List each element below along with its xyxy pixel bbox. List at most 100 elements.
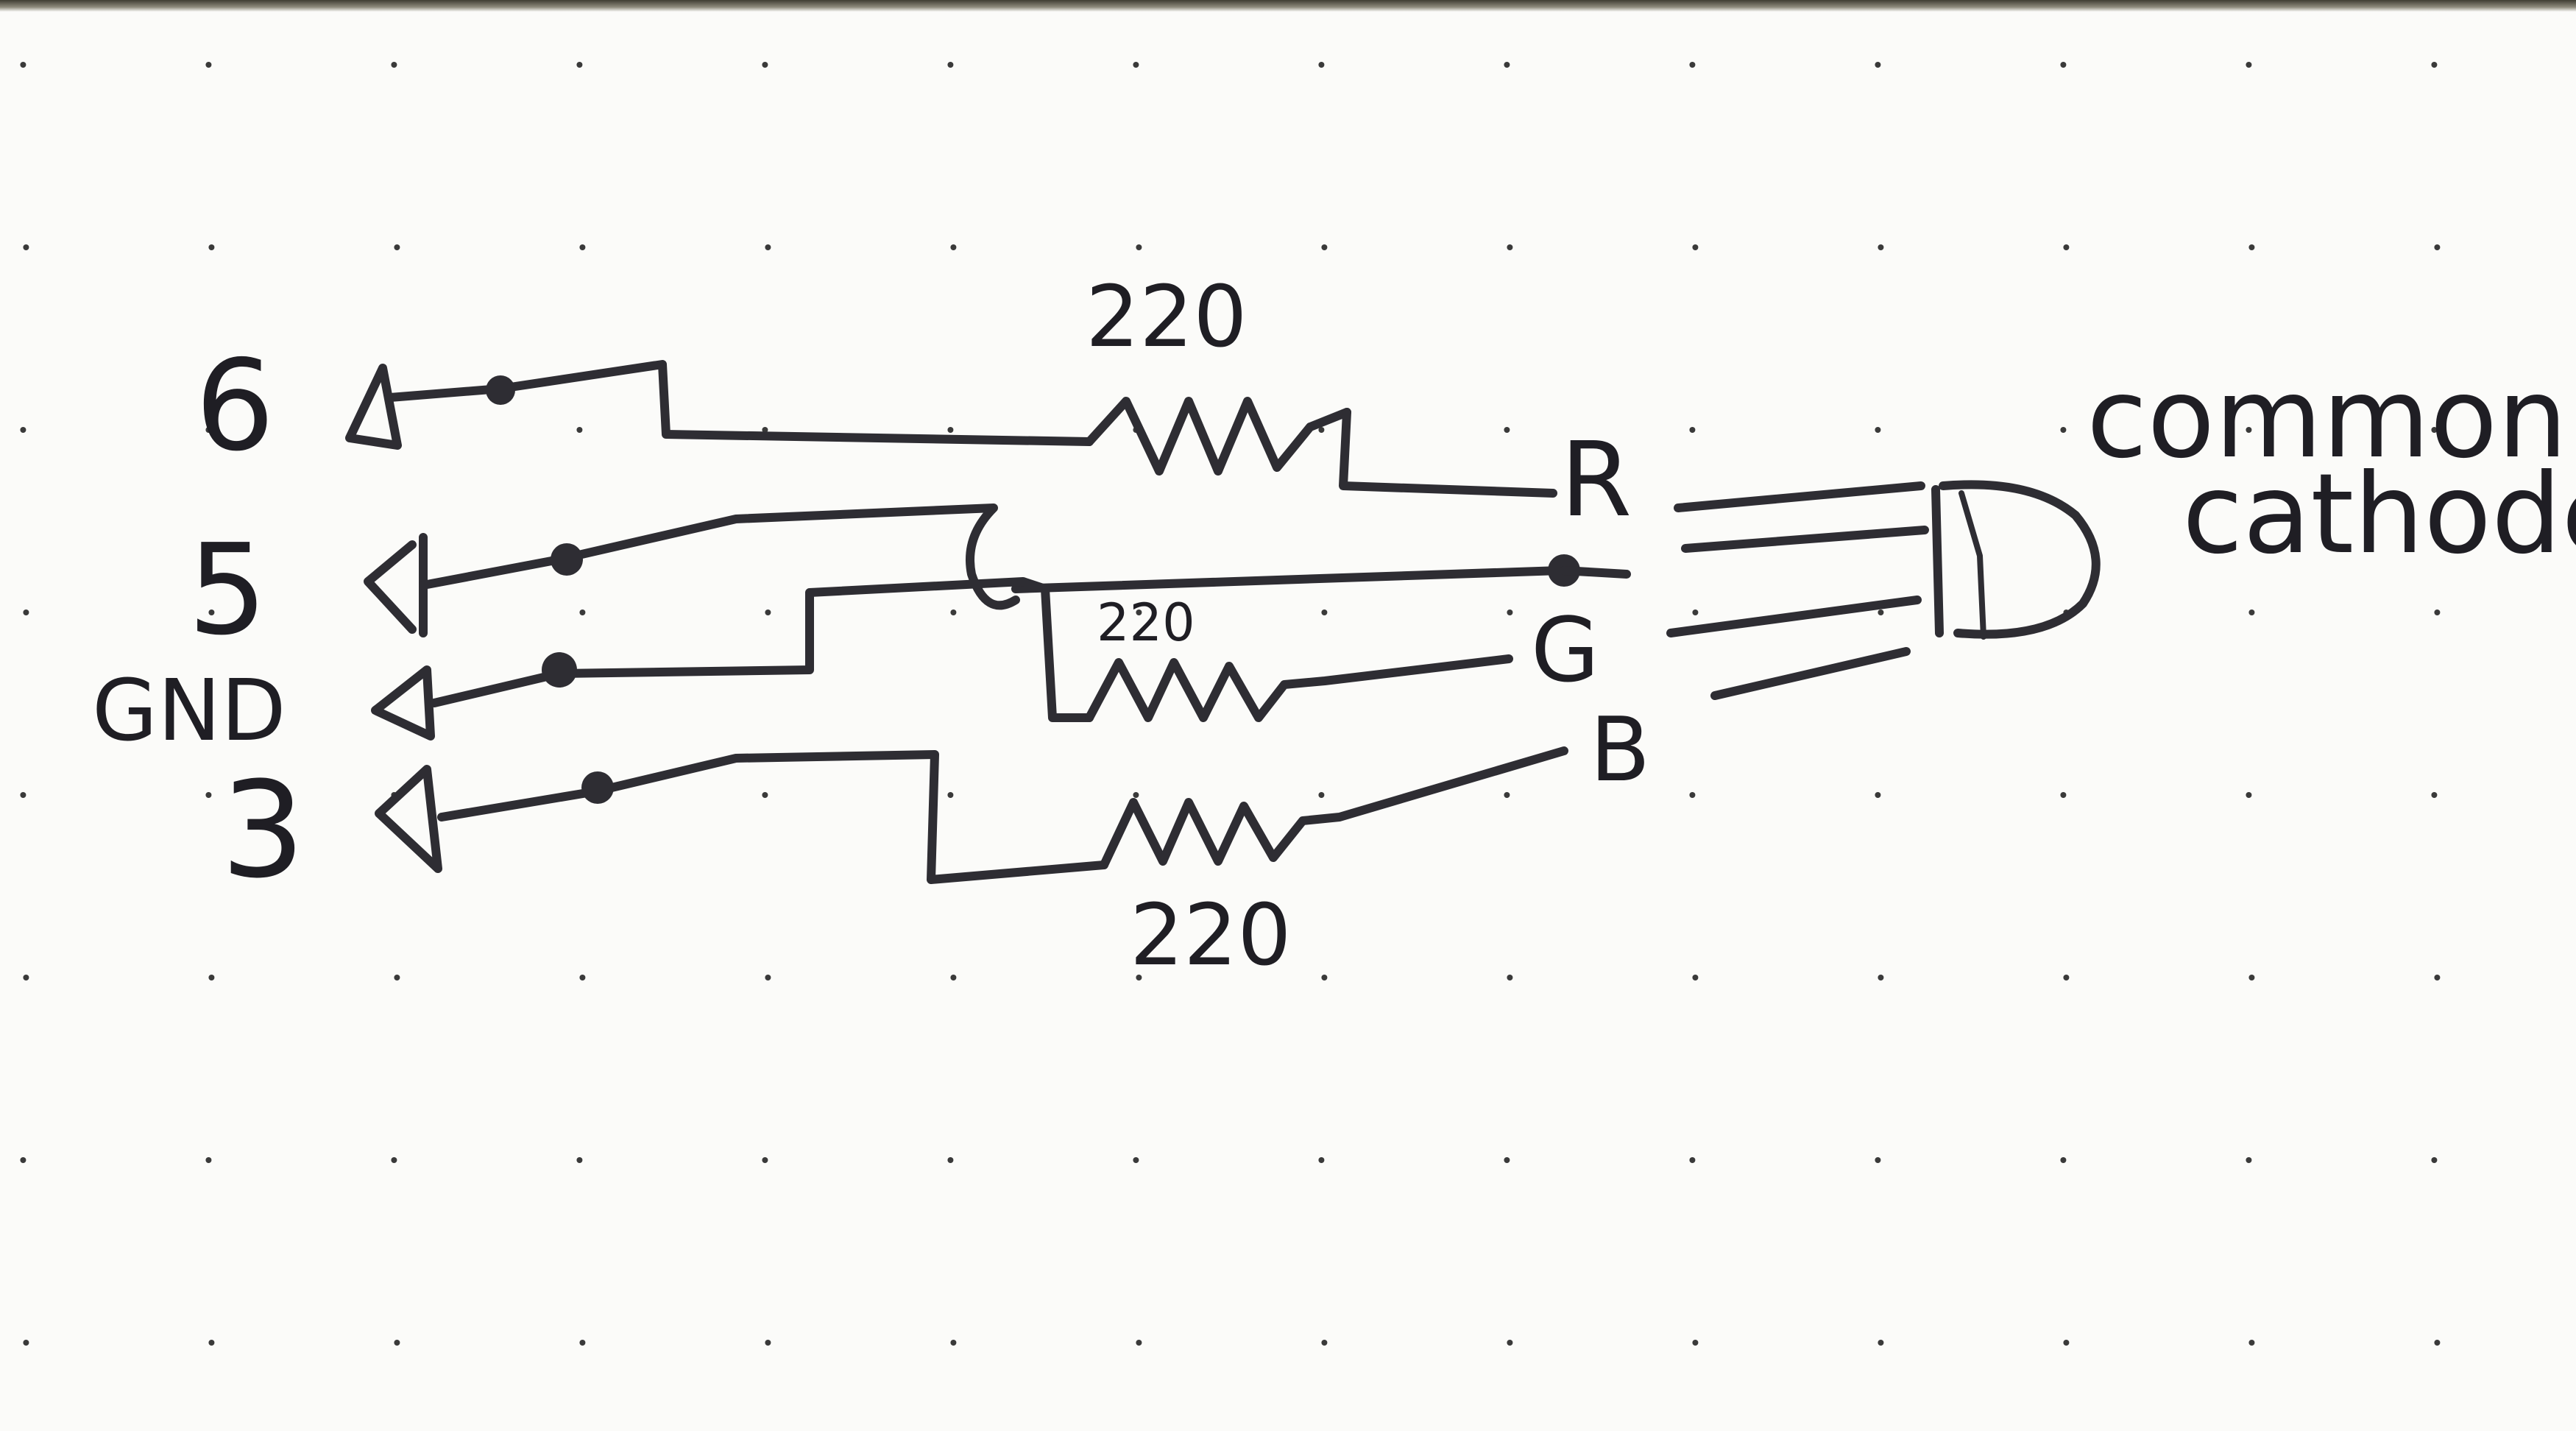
grid-dot xyxy=(208,1340,215,1346)
grid-dot xyxy=(579,1340,586,1346)
grid-dot xyxy=(1133,1157,1139,1163)
grid-dot xyxy=(1689,1157,1696,1163)
grid-dot xyxy=(765,975,771,981)
grid-dot xyxy=(2431,62,2438,68)
grid-dot xyxy=(394,1340,400,1346)
grid-dot xyxy=(205,62,212,68)
grid-dot xyxy=(762,1157,768,1163)
grid-dot xyxy=(947,792,954,798)
r2-value: 220 xyxy=(1097,593,1195,653)
grid-dot xyxy=(576,1157,583,1163)
gnd-terminal xyxy=(371,665,435,741)
grid-dot xyxy=(23,244,29,250)
grid-dot xyxy=(1318,1157,1325,1163)
wire-pin5-to-leg-g xyxy=(419,504,1631,610)
grid-dot xyxy=(1133,792,1139,798)
grid-dot xyxy=(2060,427,2067,433)
wire-pin6-to-r1 xyxy=(386,360,1094,446)
grid-dot xyxy=(2434,610,2441,615)
grid-dot xyxy=(1136,975,1142,981)
grid-dot xyxy=(950,1340,957,1346)
paper-top-edge xyxy=(0,0,2576,12)
grid-dot xyxy=(1689,427,1696,433)
led-note-line1: common xyxy=(2087,355,2567,483)
grid-dot xyxy=(1318,62,1325,68)
led-note-line2: cathode xyxy=(2182,451,2576,579)
grid-dot xyxy=(1878,975,1884,981)
grid-dot xyxy=(2246,792,2252,798)
wire-gnd-branch xyxy=(430,577,1094,722)
grid-dot xyxy=(1321,1340,1328,1346)
grid-dot xyxy=(391,1157,397,1163)
r3-value: 220 xyxy=(1130,886,1292,985)
grid-dot xyxy=(762,62,768,68)
grid-dot xyxy=(1504,427,1510,433)
grid-dot xyxy=(2431,792,2438,798)
grid-dot xyxy=(2063,244,2070,250)
junction-dot xyxy=(581,771,614,804)
grid-dot xyxy=(1692,975,1699,981)
grid-dot xyxy=(1136,610,1142,615)
junction-dot xyxy=(486,375,515,405)
grid-dot xyxy=(1875,1157,1881,1163)
grid-dot xyxy=(950,244,957,250)
grid-dot xyxy=(1321,610,1328,615)
r1-value: 220 xyxy=(1086,268,1248,367)
grid-dot xyxy=(1504,1157,1510,1163)
grid-dot xyxy=(1875,792,1881,798)
grid-dot xyxy=(2248,610,2255,615)
grid-dot xyxy=(1692,610,1699,615)
grid-dot xyxy=(1692,244,1699,250)
grid-dot xyxy=(208,610,215,615)
grid-dot xyxy=(1875,427,1881,433)
grid-dot xyxy=(762,792,768,798)
grid-dot xyxy=(947,427,954,433)
grid-dot xyxy=(2246,1157,2252,1163)
dot-grid xyxy=(20,62,2441,1346)
grid-dot xyxy=(579,975,586,981)
r3-resistor xyxy=(1100,746,1568,869)
grid-dot xyxy=(1507,1340,1513,1346)
grid-dot xyxy=(765,244,771,250)
grid-dot xyxy=(1504,792,1510,798)
grid-dot xyxy=(20,1157,26,1163)
grid-dot xyxy=(2246,62,2252,68)
grid-dot xyxy=(1507,610,1513,615)
grid-dot xyxy=(1504,62,1510,68)
pin5-terminal xyxy=(364,533,428,637)
grid-dot xyxy=(1689,62,1696,68)
grid-dot xyxy=(205,792,212,798)
pin3-label: 3 xyxy=(221,754,305,908)
grid-dot xyxy=(1689,792,1696,798)
leg-r-label: R xyxy=(1560,420,1632,540)
grid-dot xyxy=(1136,1340,1142,1346)
grid-dot xyxy=(1318,792,1325,798)
grid-dot xyxy=(205,427,212,433)
grid-dot xyxy=(23,975,29,981)
grid-dot xyxy=(1507,244,1513,250)
grid-dot xyxy=(23,610,29,615)
grid-dot xyxy=(394,975,400,981)
grid-dot xyxy=(1875,62,1881,68)
rgb-led xyxy=(1666,480,2101,700)
grid-dot xyxy=(1133,62,1139,68)
gnd-label: GND xyxy=(92,662,286,760)
grid-dot xyxy=(2431,1157,2438,1163)
leg-g-label: G xyxy=(1531,600,1599,702)
grid-dot xyxy=(1136,244,1142,250)
grid-dot xyxy=(2060,62,2067,68)
grid-dot xyxy=(1878,244,1884,250)
grid-dot xyxy=(2431,427,2438,433)
grid-dot xyxy=(20,427,26,433)
wire-pin3-to-r3 xyxy=(437,750,1108,884)
grid-dot xyxy=(2060,792,2067,798)
leg-b-label: B xyxy=(1590,699,1650,802)
grid-dot xyxy=(20,792,26,798)
junction-dot xyxy=(542,652,577,688)
grid-dot xyxy=(2060,1157,2067,1163)
grid-dot xyxy=(394,244,400,250)
grid-dot xyxy=(1321,975,1328,981)
pin3-terminal xyxy=(375,765,442,873)
grid-dot xyxy=(2248,1340,2255,1346)
